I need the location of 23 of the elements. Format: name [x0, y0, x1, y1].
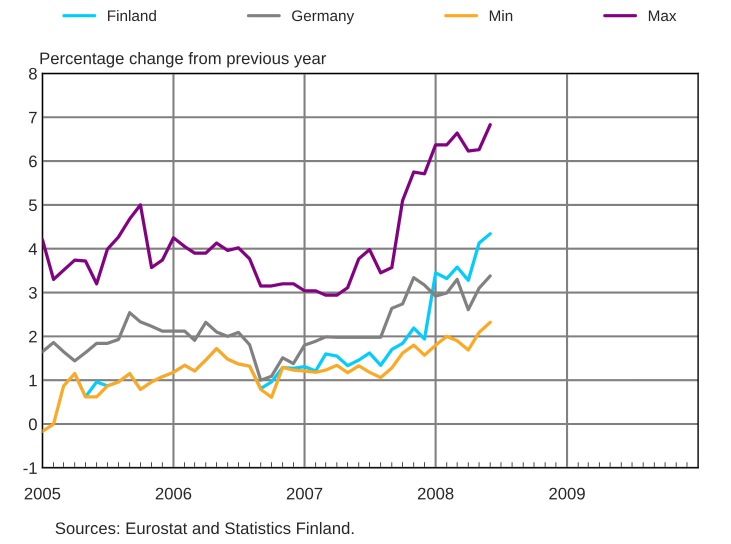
line-series [42, 320, 492, 434]
y-tick-label: 4 [28, 243, 38, 255]
legend-label: Germany [292, 10, 354, 24]
y-tick-label: 8 [28, 68, 37, 80]
legend-label: Min [490, 10, 512, 22]
y-tick-label: 0 [28, 418, 37, 430]
y-axis-title: Percentage change from previous year [40, 52, 326, 68]
y-tick-label: 2 [29, 330, 37, 342]
x-tick-label: 2005 [24, 488, 60, 500]
x-tick-label: 2007 [286, 488, 322, 500]
legend-label: Finland [108, 10, 156, 22]
y-tick-label: -1 [23, 462, 37, 474]
y-tick-label: 1 [30, 374, 37, 386]
x-tick-label: 2008 [418, 488, 454, 500]
line-series [42, 123, 492, 297]
x-tick-label: 2009 [549, 488, 585, 500]
y-tick-label: 3 [28, 286, 37, 299]
source-note: Sources: Eurostat and Statistics Finland. [56, 522, 354, 534]
legend-label: Max [648, 10, 676, 22]
y-tick-label: 5 [28, 199, 37, 212]
y-tick-label: 7 [29, 112, 37, 124]
x-tick-label: 2006 [156, 488, 192, 500]
y-tick-label: 6 [29, 155, 37, 168]
